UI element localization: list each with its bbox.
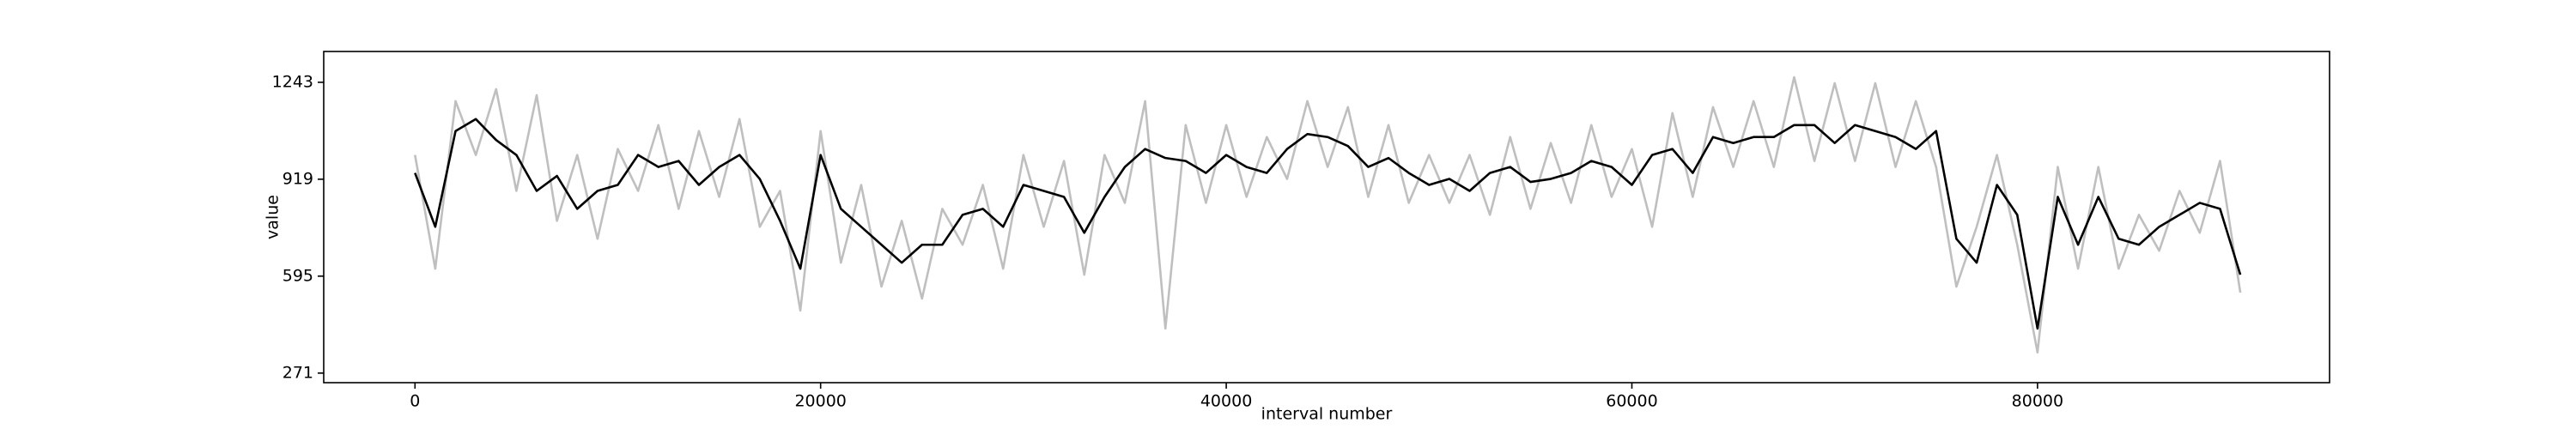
x-tick-label: 60000 xyxy=(1606,392,1657,411)
y-tick-label: 595 xyxy=(283,266,313,285)
plot-frame xyxy=(323,51,2330,384)
x-tick-label: 20000 xyxy=(794,392,846,411)
x-tick-label: 0 xyxy=(410,392,420,411)
x-axis-label: interval number xyxy=(1261,405,1393,424)
x-tick-label: 80000 xyxy=(2012,392,2063,411)
y-tick-label: 919 xyxy=(283,169,313,188)
y-tick-label: 1243 xyxy=(272,72,313,91)
series-line xyxy=(414,118,2242,330)
series-line xyxy=(414,76,2242,354)
x-tick-label: 40000 xyxy=(1200,392,1252,411)
y-axis-label: value xyxy=(264,195,283,239)
y-tick-label: 271 xyxy=(283,363,313,382)
